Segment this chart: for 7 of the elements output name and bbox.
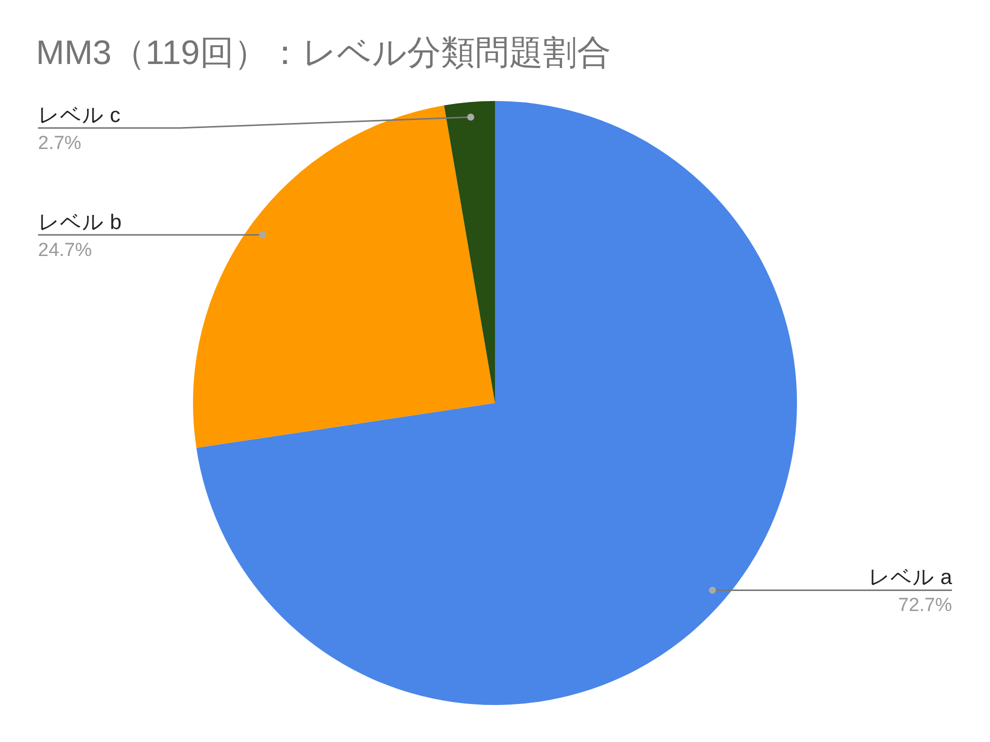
data-label: 2.7% bbox=[38, 133, 82, 154]
data-label: 24.7% bbox=[38, 240, 92, 261]
data-label: 72.7% bbox=[898, 595, 952, 616]
slice-label: レベル a bbox=[868, 566, 952, 590]
slice-label: レベル c bbox=[38, 104, 120, 127]
slice-label: レベル b bbox=[38, 210, 122, 234]
chart-title: MM3（119回）：レベル分類問題割合 bbox=[36, 33, 611, 74]
